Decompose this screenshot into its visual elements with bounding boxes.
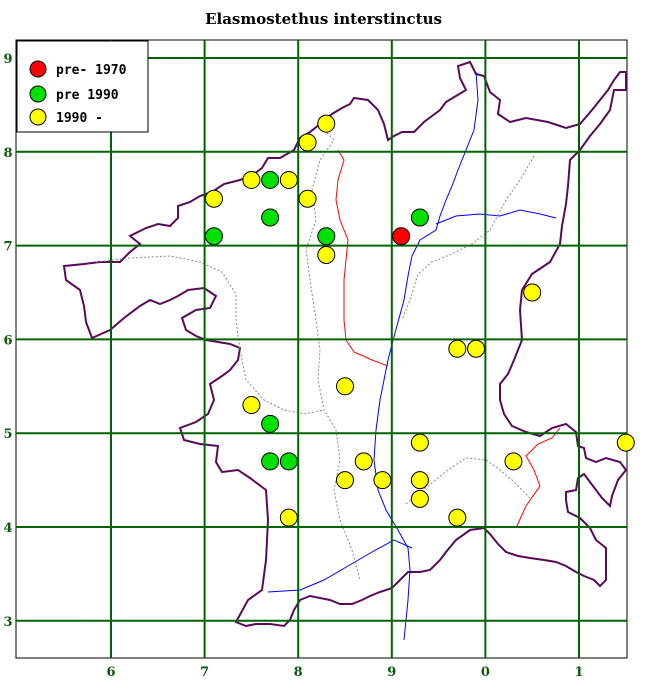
x-tick-label: 8: [294, 665, 303, 680]
legend-marker-pre-1990: [29, 85, 47, 103]
district-line-south: [405, 457, 531, 505]
record-marker: [373, 471, 392, 490]
y-tick-label: 7: [3, 240, 12, 255]
road: [335, 149, 389, 367]
record-marker: [504, 452, 523, 471]
county-boundary: [62, 60, 628, 628]
y-tick-label: 3: [3, 615, 12, 630]
legend-label-pre-1970: pre- 1970: [56, 63, 127, 78]
record-marker: [204, 189, 223, 208]
record-marker: [298, 189, 317, 208]
record-marker: [467, 339, 486, 358]
legend: pre- 1970 pre 1990 1990 -: [16, 40, 149, 133]
x-tick-label: 7: [200, 665, 209, 680]
record-marker: [279, 508, 298, 527]
road-east: [515, 427, 561, 529]
record-marker: [317, 114, 336, 133]
record-marker: [317, 245, 336, 264]
map-title: Elasmostethus interstinctus: [205, 10, 442, 28]
x-tick-label: 1: [574, 665, 583, 680]
record-marker: [204, 227, 223, 246]
grid-labels: 6 7 8 9 0 1 3 4 5 6 7 8 9: [3, 52, 583, 680]
legend-label-1990: 1990 -: [56, 111, 103, 126]
record-marker: [261, 452, 280, 471]
y-tick-label: 5: [3, 427, 12, 442]
legend-marker-1990: [29, 108, 47, 126]
x-tick-label: 6: [106, 665, 115, 680]
record-marker: [242, 396, 261, 415]
record-marker: [616, 433, 635, 452]
record-marker: [298, 133, 317, 152]
record-marker: [354, 452, 373, 471]
record-marker: [410, 489, 429, 508]
record-marker: [448, 339, 467, 358]
record-marker: [523, 283, 542, 302]
record-marker: [261, 414, 280, 433]
records-layer: [204, 114, 635, 527]
record-marker: [336, 471, 354, 490]
map-frame: [15, 39, 628, 659]
y-tick-label: 8: [3, 146, 12, 161]
legend-marker-pre-1970: [29, 60, 47, 78]
record-marker: [279, 170, 298, 189]
record-marker: [242, 170, 261, 189]
y-tick-label: 6: [3, 333, 12, 348]
river-south: [267, 539, 413, 593]
record-marker: [261, 208, 280, 227]
y-tick-label: 4: [3, 521, 12, 536]
y-tick-label: 9: [3, 52, 12, 67]
district-line-east: [401, 155, 535, 321]
legend-label-pre-1990: pre 1990: [56, 88, 119, 103]
district-line-west: [95, 255, 325, 415]
river: [373, 71, 479, 641]
x-tick-label: 9: [387, 665, 396, 680]
record-marker: [261, 170, 280, 189]
record-marker: [448, 508, 467, 527]
record-marker: [410, 208, 429, 227]
river-tributary: [435, 209, 557, 225]
district-line: [305, 129, 361, 581]
record-marker: [279, 452, 298, 471]
record-marker: [317, 227, 336, 246]
record-marker: [410, 471, 429, 490]
record-marker: [392, 227, 411, 246]
grid-lines: [16, 40, 627, 658]
record-marker: [336, 377, 354, 396]
x-tick-label: 0: [481, 665, 490, 680]
record-marker: [410, 433, 429, 452]
